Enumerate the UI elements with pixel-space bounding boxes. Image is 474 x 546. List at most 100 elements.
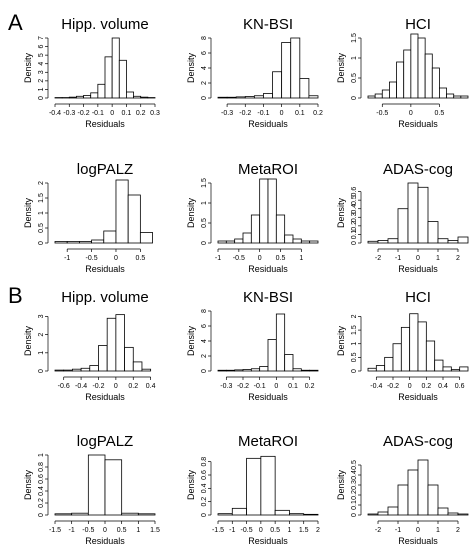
y-tick-label: 0	[351, 513, 358, 517]
chart-title: KN-BSI	[243, 289, 293, 306]
histogram-bar	[140, 96, 149, 99]
chart-title: HCI	[405, 16, 431, 33]
histogram-bar	[71, 368, 82, 372]
y-tick-label: 0	[201, 369, 208, 373]
histogram-bar	[89, 365, 99, 372]
histogram-bar	[309, 369, 319, 372]
histogram-bar	[231, 507, 247, 516]
y-tick-label: 5	[38, 53, 45, 57]
y-tick-label: 0.5	[351, 460, 358, 470]
histogram-bar	[104, 56, 113, 99]
x-tick-label: 0.1	[295, 110, 305, 117]
histogram-chart: logPALZ -1.5 -1 -0.5 0 0.5 1 1.5 Residuals 0 0.2 0.…	[23, 433, 160, 546]
x-tick-label: -0.2	[237, 383, 249, 390]
x-tick-label: -1	[229, 527, 235, 534]
y-tick-label: 4	[38, 62, 45, 66]
histogram-bar	[384, 356, 394, 372]
x-tick-label: 0.4	[438, 383, 448, 390]
histogram-bar	[397, 208, 409, 244]
x-tick-label: 0	[409, 110, 413, 117]
x-tick-label: 0.4	[146, 383, 156, 390]
y-tick-label: 1.5	[38, 193, 45, 203]
y-tick-label: 1	[351, 56, 358, 60]
histogram-bar	[217, 240, 227, 244]
histogram-bar	[290, 37, 301, 99]
histogram-bar	[225, 240, 236, 244]
histogram-bar	[417, 459, 429, 516]
x-tick-label: 0.2	[128, 383, 138, 390]
y-axis-label: Density	[186, 52, 196, 83]
chart-title: logPALZ	[77, 433, 133, 450]
y-tick-label: 0.5	[351, 352, 358, 362]
y-tick-label: 4	[201, 66, 208, 70]
x-axis-label: Residuals	[85, 264, 125, 274]
x-tick-label: 2	[456, 255, 460, 262]
y-tick-label: 0.4	[351, 204, 358, 214]
y-tick-label: 0.6	[201, 470, 208, 480]
histogram-bar	[389, 81, 397, 99]
histogram-bar	[235, 96, 246, 99]
histogram-bar	[453, 95, 462, 99]
x-tick-label: -0.5	[233, 255, 245, 262]
histogram-bar	[133, 95, 142, 99]
y-tick-label: 0.5	[351, 73, 358, 83]
y-tick-label: 2	[201, 354, 208, 358]
y-tick-label: 0.5	[201, 218, 208, 228]
histogram-bar	[425, 340, 436, 372]
x-tick-label: 0.2	[305, 383, 315, 390]
y-tick-label: 2	[201, 81, 208, 85]
histogram-bar	[242, 232, 252, 244]
histogram-bar	[367, 513, 379, 516]
histogram-bar	[409, 313, 419, 372]
histogram-chart: MetaROI -1 -0.5 0 0.5 1 Residuals 0 0.5 1 1.5 Densi…	[186, 161, 319, 274]
y-tick-label: 0.5	[38, 223, 45, 233]
histogram-bar	[281, 42, 292, 99]
y-axis-label: Density	[336, 325, 346, 356]
histogram-bar	[387, 238, 399, 244]
histogram-bar	[250, 214, 261, 244]
y-tick-label: 6	[38, 45, 45, 49]
x-tick-label: 0	[280, 110, 284, 117]
x-tick-label: -0.2	[92, 383, 104, 390]
chart-title: Hipp. volume	[61, 16, 149, 33]
y-tick-label: 0.1	[351, 500, 358, 510]
x-tick-label: 0.2	[421, 383, 431, 390]
x-tick-label: -0.3	[220, 383, 232, 390]
histogram-bar	[124, 346, 134, 372]
y-tick-label: 0	[351, 241, 358, 245]
histogram-bar	[374, 93, 383, 99]
y-tick-label: 0	[38, 513, 45, 517]
histogram-bar	[381, 89, 390, 99]
x-tick-label: 1	[436, 527, 440, 534]
y-tick-label: 2	[351, 314, 358, 318]
x-tick-label: 1	[299, 255, 303, 262]
y-tick-label: 0	[38, 241, 45, 245]
x-axis-label: Residuals	[248, 119, 288, 129]
x-tick-label: -2	[375, 255, 381, 262]
y-tick-label: 6	[201, 324, 208, 328]
histogram-bar	[397, 484, 409, 516]
histogram-bar	[308, 95, 319, 99]
x-tick-label: -0.4	[75, 383, 87, 390]
histogram-bar	[300, 240, 311, 244]
histogram-bar	[439, 87, 447, 99]
histogram-bar	[68, 96, 77, 99]
histogram-bar	[71, 512, 89, 516]
histogram-bar	[450, 369, 461, 372]
y-tick-label: 0	[38, 96, 45, 100]
histogram-bar	[284, 354, 294, 372]
y-tick-label: 1	[38, 211, 45, 215]
histogram-bar	[284, 234, 294, 244]
x-axis-label: Residuals	[248, 264, 288, 274]
x-tick-label: -1	[395, 255, 401, 262]
y-tick-label: 0	[351, 96, 358, 100]
x-tick-label: 0	[103, 527, 107, 534]
histogram-bar	[90, 92, 99, 99]
x-tick-label: 0.2	[313, 110, 323, 117]
y-axis-label: Density	[23, 325, 33, 356]
y-tick-label: 0.5	[351, 195, 358, 205]
y-axis-label: Density	[336, 197, 346, 228]
x-tick-label: -0.2	[78, 110, 90, 117]
x-tick-label: -0.2	[387, 383, 399, 390]
x-tick-label: 0.5	[276, 255, 286, 262]
